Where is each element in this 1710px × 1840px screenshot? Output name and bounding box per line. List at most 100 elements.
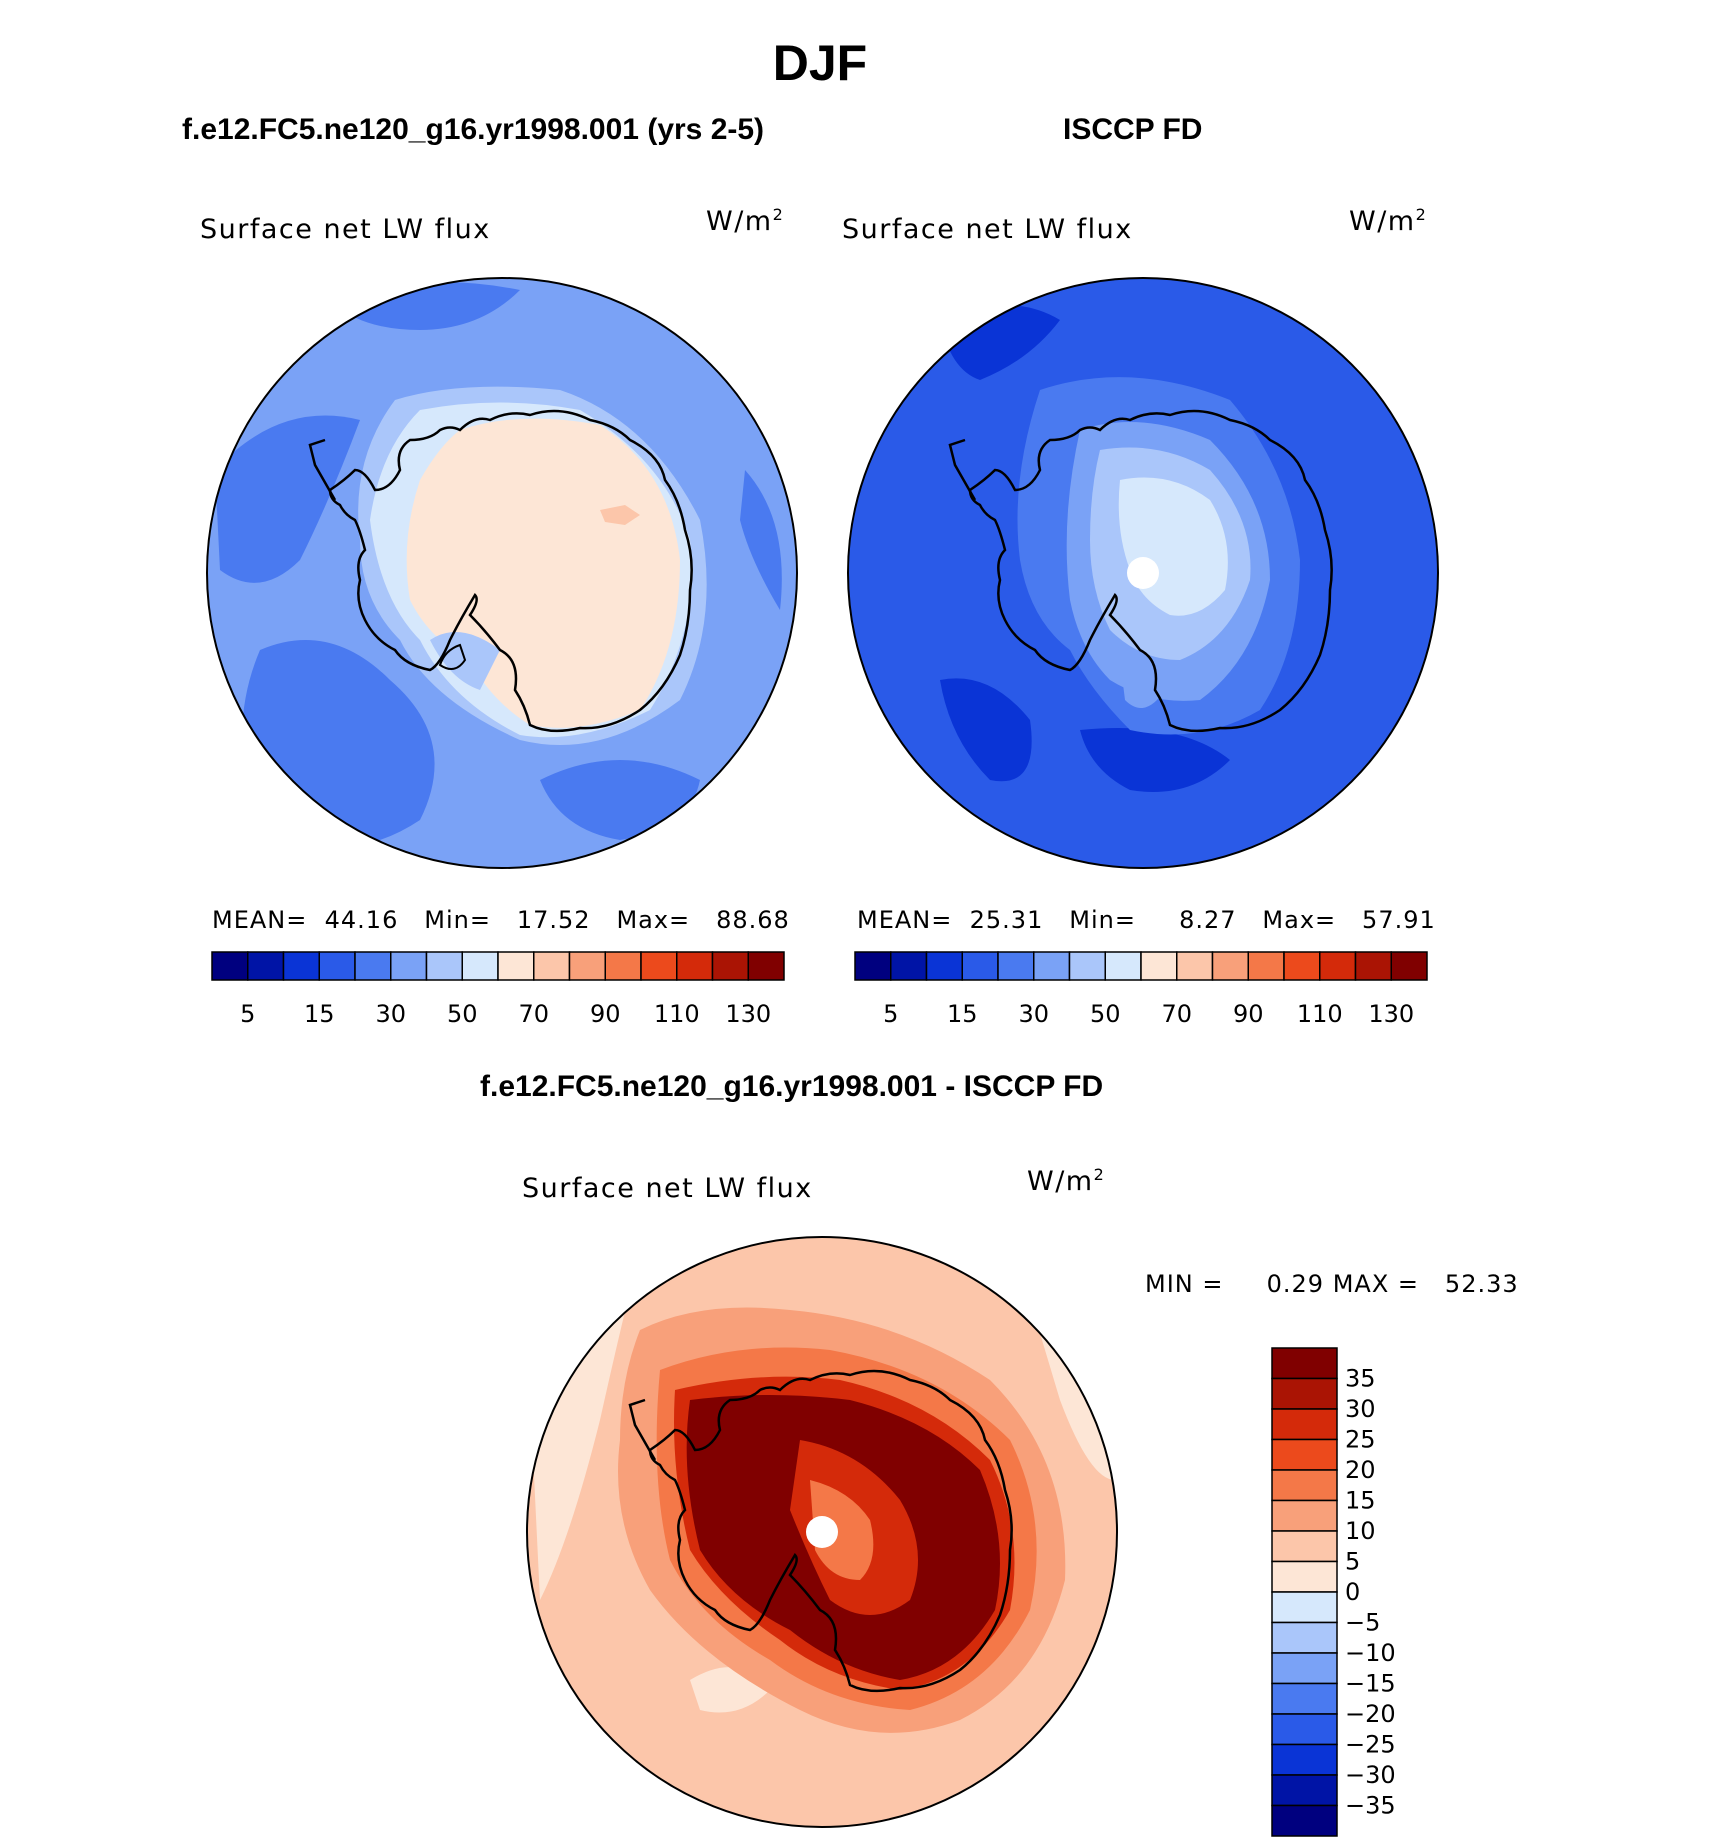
diff-colorbar-cell [1271,1499,1338,1532]
obs-colorbar-label: 130 [1368,1000,1414,1028]
obs-coastline [968,409,1333,733]
obs-colorbar-cell [1176,951,1214,981]
obs-colorbar-cell [1319,951,1357,981]
model-colorbar-label: 50 [447,1000,478,1028]
obs-colorbar-cell [925,951,963,981]
model-colorbar-cell [568,951,606,981]
model-variable-label: Surface net LW flux [200,214,491,245]
diff-colorbar-label: 30 [1345,1395,1376,1423]
diff-units-label: W/m2 [1027,1165,1106,1197]
model-colorbar: 5 15 30 50 70 90 110 130 [211,951,785,1028]
model-colorbar-cell [247,951,285,981]
diff-colorbar-label: −15 [1345,1670,1396,1698]
model-colorbar-cell [533,951,571,981]
obs-colorbar-cell [854,951,892,981]
obs-colorbar-label: 70 [1161,1000,1192,1028]
diff-colorbar-cell [1271,1377,1338,1410]
model-colorbar-label: 90 [590,1000,621,1028]
diff-colorbar-cell [1271,1591,1338,1624]
diff-map-region [810,1480,874,1580]
diff-colorbar-label: −25 [1345,1731,1396,1759]
obs-variable-label: Surface net LW flux [842,214,1133,245]
model-map-region [215,415,360,583]
obs-map-region [1080,728,1230,792]
obs-colorbar-label: 50 [1090,1000,1121,1028]
obs-stats: MEAN= 25.31 Min= 8.27 Max= 57.91 [857,906,1436,934]
diff-colorbar-label: −30 [1345,1761,1396,1789]
diff-colorbar-cell [1271,1560,1338,1593]
diff-colorbar-cell [1271,1408,1338,1441]
diff-colorbar-cell [1271,1743,1338,1776]
model-colorbar-cell [425,951,463,981]
obs-pole-hole [1127,557,1159,589]
model-colorbar-cell [390,951,428,981]
model-colorbar-label: 70 [518,1000,549,1028]
diff-variable-label: Surface net LW flux [522,1173,813,1204]
diff-colorbar-cell [1271,1621,1338,1654]
model-colorbar-cell [354,951,392,981]
diff-coastline [648,1369,1013,1693]
model-units-label: W/m2 [706,205,785,237]
model-colorbar-cell [747,951,785,981]
diff-colorbar-label: −35 [1345,1792,1396,1820]
obs-colorbar-cell [1140,951,1178,981]
model-colorbar-cell [211,951,249,981]
model-colorbar-cell [461,951,499,981]
model-colorbar-cell [318,951,356,981]
diff-colorbar-cell [1271,1438,1338,1471]
diff-panel-title: f.e12.FC5.ne120_g16.yr1998.001 - ISCCP F… [480,1070,1104,1103]
model-colorbar-cell [640,951,678,981]
obs-colorbar: 5 15 30 50 70 90 110 130 [854,951,1428,1028]
obs-panel-title: ISCCP FD [1063,113,1203,146]
obs-colorbar-cell [890,951,928,981]
figure-title: DJF [772,35,868,91]
diff-colorbar-label: −5 [1345,1609,1380,1637]
model-colorbar-cell [711,951,749,981]
diff-colorbar-label: −20 [1345,1700,1396,1728]
diff-colorbar-label: 10 [1345,1517,1376,1545]
diff-colorbar-cell [1271,1713,1338,1746]
diff-colorbar-label: 15 [1345,1487,1376,1515]
diff-colorbar-label: 35 [1345,1365,1376,1393]
obs-colorbar-cell [1283,951,1321,981]
model-map-region [540,760,700,840]
obs-colorbar-label: 5 [883,1000,898,1028]
obs-map-boundary [847,277,1439,869]
diff-colorbar-label: 0 [1345,1578,1360,1606]
diff-colorbar-cell [1271,1804,1338,1837]
diff-colorbar-cell [1271,1774,1338,1807]
model-stats: MEAN= 44.16 Min= 17.52 Max= 88.68 [212,906,790,934]
diff-colorbar-cell [1271,1469,1338,1502]
model-map-region [740,470,782,610]
model-colorbar-label: 130 [725,1000,771,1028]
model-map-boundary [206,277,798,869]
model-colorbar-cell [497,951,535,981]
diff-colorbar-cell [1271,1682,1338,1715]
model-colorbar-cell [676,951,714,981]
diff-colorbar-cell [1271,1530,1338,1563]
model-colorbar-label: 30 [375,1000,406,1028]
model-coastline [308,438,337,501]
diff-map-boundary [526,1236,1118,1828]
obs-map-region [1120,658,1165,708]
diff-coastline [628,1398,657,1461]
diff-colorbar-cell [1271,1347,1338,1380]
obs-colorbar-label: 15 [947,1000,978,1028]
model-map-region [600,505,640,525]
model-colorbar-cell [604,951,642,981]
obs-colorbar-cell [997,951,1035,981]
diff-colorbar-label: 25 [1345,1426,1376,1454]
obs-colorbar-label: 110 [1297,1000,1343,1028]
diff-colorbar-label: 20 [1345,1456,1376,1484]
obs-colorbar-cell [1104,951,1142,981]
model-colorbar-cell [282,951,320,981]
obs-colorbar-cell [961,951,999,981]
model-coastline [438,643,467,670]
obs-colorbar-label: 90 [1233,1000,1264,1028]
diff-colorbar-label: 5 [1345,1548,1360,1576]
diff-pole-hole [806,1516,838,1548]
obs-coastline [948,438,977,501]
model-panel-title: f.e12.FC5.ne120_g16.yr1998.001 (yrs 2-5) [182,113,765,146]
